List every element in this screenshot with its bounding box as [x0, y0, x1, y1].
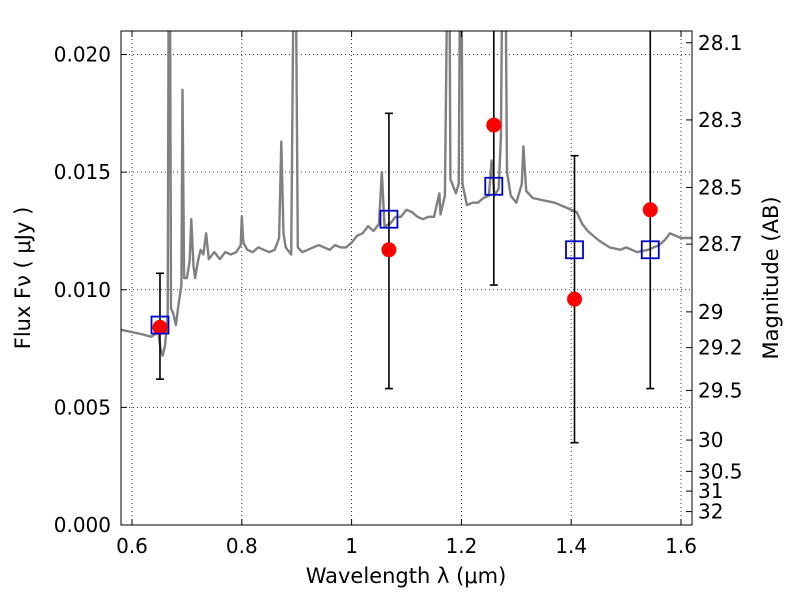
observed-flux-point	[486, 117, 502, 133]
observed-flux-point	[567, 291, 583, 307]
model-band-flux-point	[484, 176, 504, 196]
x-tick-label: 1.4	[555, 534, 587, 558]
observed-flux-point	[381, 242, 397, 258]
y-axis-title: Flux Fν ( μJy )	[11, 207, 35, 350]
y2-tick-label: 32	[698, 500, 723, 524]
x-tick-label: 0.6	[116, 534, 148, 558]
y2-tick-label: 28.3	[698, 108, 743, 132]
x-tick-label: 1.6	[665, 534, 697, 558]
plot-data	[121, 31, 692, 444]
y-tick-label: 0.005	[54, 395, 111, 419]
y2-tick-label: 31	[698, 479, 723, 503]
model-spectrum-line	[121, 31, 692, 357]
observed-flux-point	[642, 202, 658, 218]
y-tick-label: 0.010	[54, 278, 111, 302]
model-band-flux-point	[640, 240, 660, 260]
y2-tick-label: 29.5	[698, 378, 743, 402]
y-tick-label: 0.000	[54, 513, 111, 537]
y2-tick-label: 29	[698, 300, 723, 324]
y-tick-label: 0.015	[54, 160, 111, 184]
x-tick-label: 1	[345, 534, 358, 558]
x-tick-label: 1.2	[445, 534, 477, 558]
y2-tick-label: 29.2	[698, 336, 743, 360]
model-band-flux-point	[565, 240, 584, 260]
observed-flux-point	[152, 319, 168, 335]
y2-tick-label: 28.7	[698, 232, 743, 256]
grid	[121, 31, 692, 526]
y-tick-label: 0.020	[54, 43, 111, 67]
y2-tick-label: 28.5	[698, 175, 743, 199]
y2-axis-title: Magnitude (AB)	[759, 196, 783, 359]
ticks	[121, 31, 692, 526]
y2-tick-label: 30	[698, 428, 723, 452]
y2-tick-label: 30.5	[698, 459, 743, 483]
tick-labels: 0.6 0.8 1 1.2 1.4 1.6 0.000 0.005 0.010 0.015 0.02…	[54, 31, 743, 558]
y2-tick-label: 28.1	[698, 31, 743, 55]
model-band-flux-point	[150, 315, 170, 335]
x-axis-title: Wavelength λ (μm)	[306, 564, 507, 588]
model-band-flux-point	[379, 209, 399, 229]
x-tick-label: 0.8	[226, 534, 258, 558]
plot-frame	[120, 30, 693, 526]
